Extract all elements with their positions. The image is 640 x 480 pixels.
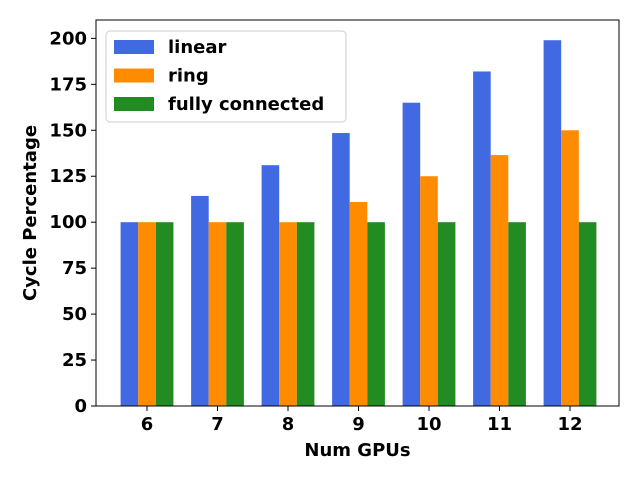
x-tick-label: 12 (557, 414, 582, 435)
y-axis-ticks: 0 25 50 75 100 125 150 175 200 (49, 28, 96, 417)
y-tick-label: 75 (62, 258, 87, 279)
plot-frame (95, 19, 620, 407)
legend-label-ring: ring (168, 66, 209, 87)
bar-fully-connected-11 (508, 222, 526, 406)
x-tick-label: 8 (282, 414, 295, 435)
legend-swatch-ring (114, 68, 154, 83)
bar-ring-10 (420, 176, 438, 406)
bar-linear-6 (120, 222, 139, 406)
bar-fully-connected-10 (437, 222, 456, 406)
bar-fully-connected-9 (367, 222, 385, 406)
y-tick-label: 125 (49, 166, 87, 187)
legend: linear ring fully connected (105, 30, 347, 123)
x-tick-label: 6 (141, 414, 154, 435)
x-tick-label: 9 (352, 414, 365, 435)
y-axis-label: Cycle Percentage (20, 125, 41, 301)
x-axis-label: Num GPUs (304, 440, 410, 461)
legend-label-fully-connected: fully connected (168, 94, 324, 115)
bar-fully-connected-7 (226, 222, 244, 406)
bar-linear-8 (261, 165, 280, 406)
bar-ring-11 (490, 155, 509, 406)
y-tick-label: 50 (62, 304, 87, 325)
y-tick-label: 25 (62, 350, 87, 371)
y-tick-label: 100 (49, 212, 87, 233)
bar-linear-7 (191, 195, 209, 406)
bar-ring-6 (138, 222, 156, 406)
legend-swatch-fully-connected (114, 97, 154, 111)
x-axis-ticks: 6 7 8 9 10 11 12 (141, 406, 583, 435)
x-tick-label: 10 (416, 414, 441, 435)
x-tick-label: 7 (211, 414, 224, 435)
bar-linear-11 (473, 71, 491, 406)
bar-ring-12 (561, 130, 579, 407)
bar-linear-10 (402, 102, 421, 406)
legend-label-linear: linear (168, 37, 227, 58)
y-tick-label: 0 (74, 396, 87, 417)
legend-box (105, 30, 347, 123)
y-tick-label: 150 (49, 120, 87, 141)
bars-layer (120, 40, 597, 407)
legend-swatch-linear (114, 40, 154, 54)
bar-ring-9 (349, 201, 368, 406)
bar-ring-8 (279, 222, 297, 406)
y-tick-label: 200 (49, 28, 87, 49)
x-tick-label: 11 (487, 414, 512, 435)
y-tick-label: 175 (49, 74, 87, 95)
bar-fully-connected-6 (155, 222, 174, 406)
bar-linear-9 (332, 133, 350, 407)
bar-linear-12 (543, 40, 562, 406)
bar-fully-connected-8 (296, 222, 315, 406)
bar-fully-connected-12 (578, 222, 597, 406)
bar-ring-7 (208, 222, 227, 406)
